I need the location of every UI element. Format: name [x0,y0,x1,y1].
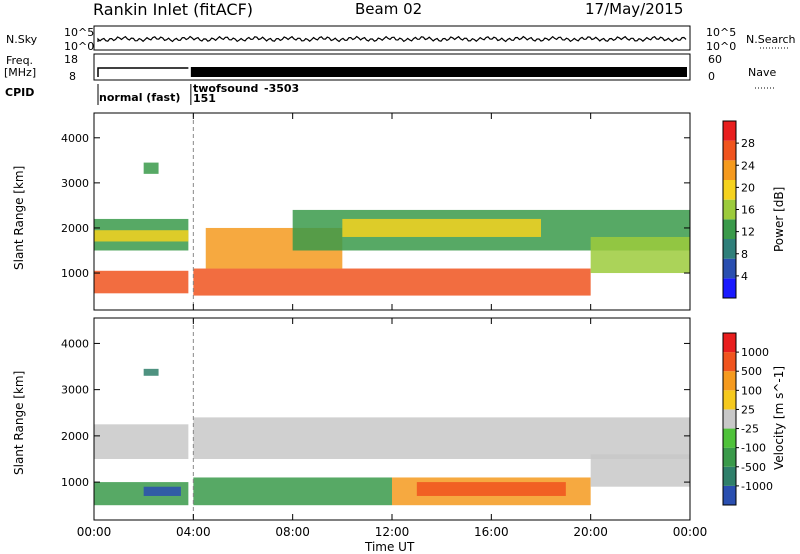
velocity-colorbar-swatch [723,333,736,353]
nsky-tick-high: 10^5 [64,26,95,39]
power-colorbar-swatch [723,160,736,180]
power-colorbar-swatch [723,180,736,200]
x-tick-label: 12:00 [375,525,410,539]
cpid-program-2-id: -3503 [264,82,300,95]
velocity-colorbar-frame [722,332,737,506]
freq-label: Freq. [6,54,34,67]
power-band [342,218,541,237]
velocity-colorbar-swatch [723,352,736,372]
power-colorbar-swatch [723,199,736,220]
date-title: 17/May/2015 [585,0,684,18]
y-tick-label: 4000 [61,132,89,145]
velocity-band [193,417,691,459]
power-band [143,162,159,174]
velocity-colorbar-tick-label: -25 [741,423,759,436]
freq-tick-low: 8 [69,70,76,83]
nsky-frame [93,25,691,51]
nsearch-tick-low: 10^0 [706,40,737,53]
velocity-colorbar-swatch [723,390,736,410]
freq-frame [93,53,691,81]
power-colorbar-tick-label: 24 [741,159,755,172]
station-title: Rankin Inlet (fitACF) [93,0,254,19]
power-colorbar-swatch [723,278,736,298]
velocity-band [193,477,392,506]
freq-tick-high: 18 [64,53,78,66]
nsearch-label: N.Search [746,33,796,46]
power-colorbar-tick-label: 20 [741,181,755,194]
nsky-label: N.Sky [6,33,38,46]
y-tick-label: 1000 [61,476,89,489]
cpid-program-2: twofsound [193,82,259,95]
power-colorbar-tick-label: 4 [741,270,748,283]
velocity-colorbar-tick-label: -1000 [741,480,773,493]
x-tick-label: 08:00 [275,525,310,539]
velocity-colorbar-tick-label: -500 [741,461,766,474]
power-colorbar-tick-label: 12 [741,226,755,239]
y-tick-label: 1000 [61,267,89,280]
y-tick-label: 2000 [61,430,89,443]
y-tick-label: 4000 [61,337,89,350]
velocity-colorbar-tick-label: 500 [741,365,762,378]
velocity-band [94,424,189,459]
cpid-label: CPID [5,86,35,99]
velocity-band [143,486,181,496]
nave-tick-high: 60 [708,53,722,66]
x-tick-label: 16:00 [474,525,509,539]
power-band [94,270,189,294]
power-colorbar-swatch [723,121,736,141]
power-band [590,236,690,274]
freq-trace-twofsound [190,67,687,77]
velocity-colorbar-swatch [723,485,736,505]
velocity-band [590,454,690,487]
time-xlabel: Time UT [365,540,415,554]
power-band [94,230,189,242]
velocity-colorbar-tick-label: 100 [741,384,762,397]
velocity-colorbar-tick-label: 25 [741,403,755,416]
power-colorbar-tick-label: 28 [741,137,755,150]
power-colorbar-swatch [723,219,736,239]
y-tick-label: 3000 [61,177,89,190]
nsearch-tick-high: 10^5 [706,26,737,39]
velocity-colorbar-tick-label: -100 [741,442,766,455]
y-tick-label: 2000 [61,222,89,235]
y-tick-label: 3000 [61,384,89,397]
x-tick-label: 00:00 [77,525,112,539]
x-tick-label: 00:00 [673,525,708,539]
power-colorbar-tick-label: 8 [741,248,748,261]
velocity-colorbar-swatch [723,371,736,391]
cpid-program-2-code: 151 [193,92,216,105]
nsky-tick-low: 10^0 [64,40,95,53]
cpid-program-1: normal (fast) [99,91,181,104]
beam-title: Beam 02 [355,0,423,18]
x-tick-label: 20:00 [573,525,608,539]
velocity-colorbar-swatch [723,447,736,467]
velocity-band [143,368,159,376]
x-tick-label: 04:00 [176,525,211,539]
nave-tick-low: 0 [708,70,715,83]
power-colorbar-tick-label: 16 [741,204,755,217]
velocity-colorbar-swatch [723,428,736,448]
power-colorbar-swatch [723,239,736,259]
nave-label: Nave [748,66,777,79]
power-colorbar-swatch [723,258,736,279]
velocity-colorbar-swatch [723,466,736,486]
velocity-band [416,482,566,496]
nsky-trace [97,35,687,43]
velocity-colorbar-swatch [723,409,736,429]
power-colorbar-swatch [723,140,736,161]
freq-trace-normal [97,67,189,77]
power-band [193,268,591,296]
freq-unit-label: [MHz] [4,66,37,79]
velocity-colorbar-tick-label: 1000 [741,346,769,359]
